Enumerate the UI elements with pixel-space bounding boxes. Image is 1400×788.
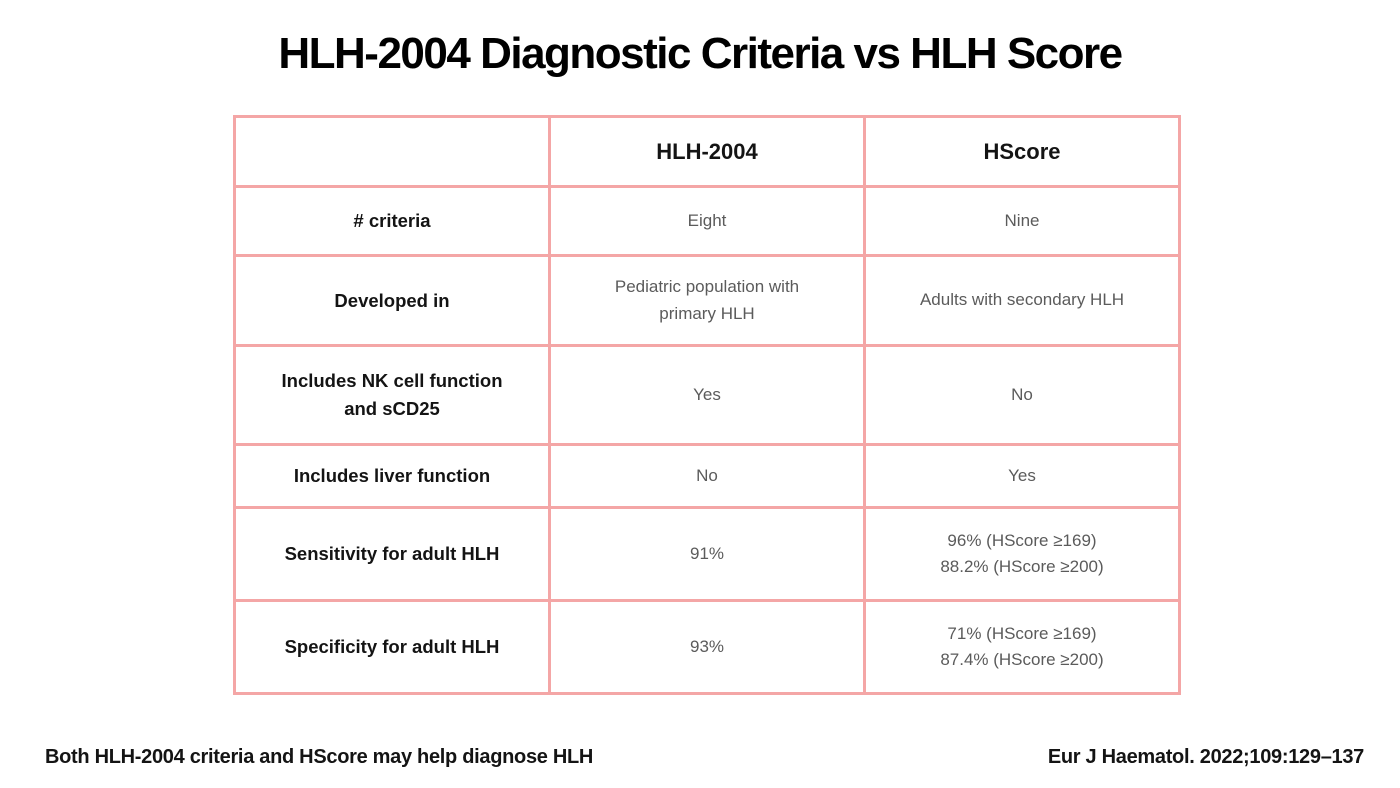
row-label-nk-scd25: Includes NK cell function and sCD25 <box>233 344 551 446</box>
cell-liver-hscore: Yes <box>863 443 1181 509</box>
cell-specificity-hscore: 71% (HScore ≥169) 87.4% (HScore ≥200) <box>863 599 1181 695</box>
cell-liver-hlh2004: No <box>548 443 866 509</box>
cell-developed-hlh2004: Pediatric population with primary HLH <box>548 254 866 347</box>
header-cell-hscore: HScore <box>863 115 1181 188</box>
header-cell-hlh2004: HLH-2004 <box>548 115 866 188</box>
page-title: HLH-2004 Diagnostic Criteria vs HLH Scor… <box>278 29 1123 78</box>
table-header-row: HLH-2004 HScore <box>233 115 1181 188</box>
cell-sensitivity-hscore: 96% (HScore ≥169) 88.2% (HScore ≥200) <box>863 506 1181 602</box>
row-label-criteria: # criteria <box>233 185 551 257</box>
table-row: Includes liver function No Yes <box>233 443 1181 509</box>
footer-takeaway-text: Both HLH-2004 criteria and HScore may he… <box>45 746 594 768</box>
cell-criteria-hscore: Nine <box>863 185 1181 257</box>
row-label-sensitivity: Sensitivity for adult HLH <box>233 506 551 602</box>
row-label-liver-function: Includes liver function <box>233 443 551 509</box>
row-label-specificity: Specificity for adult HLH <box>233 599 551 695</box>
table-row: Includes NK cell function and sCD25 Yes … <box>233 344 1181 446</box>
cell-nk-hlh2004: Yes <box>548 344 866 446</box>
cell-sensitivity-hlh2004: 91% <box>548 506 866 602</box>
cell-nk-hscore: No <box>863 344 1181 446</box>
row-label-developed-in: Developed in <box>233 254 551 347</box>
cell-criteria-hlh2004: Eight <box>548 185 866 257</box>
header-cell-empty <box>233 115 551 188</box>
comparison-table: HLH-2004 HScore # criteria Eight Nine De… <box>233 115 1181 695</box>
cell-specificity-hlh2004: 93% <box>548 599 866 695</box>
cell-developed-hscore: Adults with secondary HLH <box>863 254 1181 347</box>
table-row: Specificity for adult HLH 93% 71% (HScor… <box>233 599 1181 695</box>
table-row: Sensitivity for adult HLH 91% 96% (HScor… <box>233 506 1181 602</box>
table-row: # criteria Eight Nine <box>233 185 1181 257</box>
footer-citation-text: Eur J Haematol. 2022;109:129–137 <box>1047 746 1364 768</box>
table-row: Developed in Pediatric population with p… <box>233 254 1181 347</box>
